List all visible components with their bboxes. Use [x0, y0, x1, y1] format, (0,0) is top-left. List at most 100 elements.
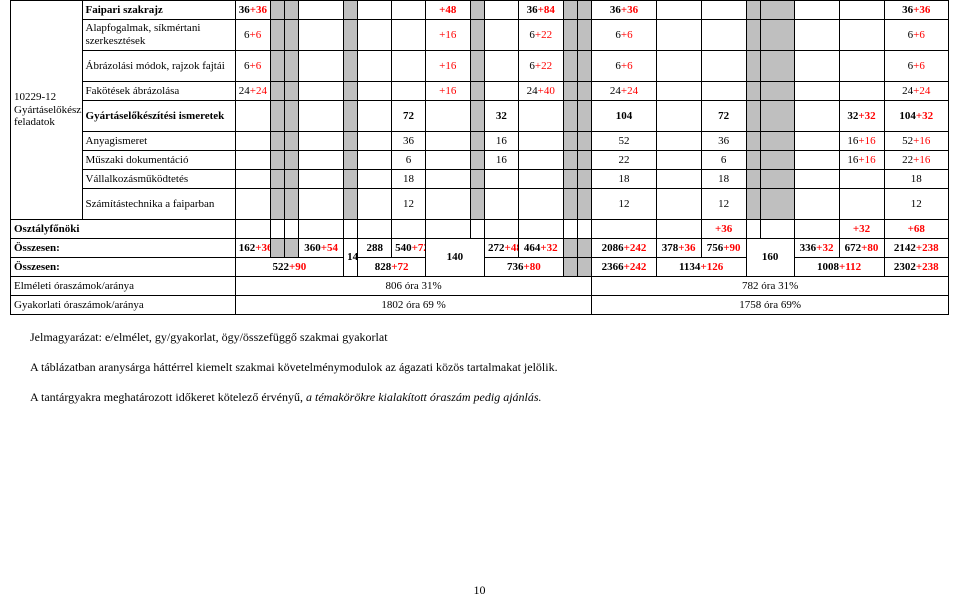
data-cell: 6+6 — [592, 51, 656, 82]
data-cell: 12 — [392, 189, 426, 220]
data-cell: 272+48 — [485, 239, 519, 258]
elmeleti-row: Elméleti óraszámok/aránya806 óra 31%782 … — [11, 277, 949, 296]
data-cell: 22 — [592, 151, 656, 170]
data-cell: 736+80 — [485, 258, 564, 277]
row-name: Anyagismeret — [82, 132, 235, 151]
merged-140-a: 140 — [344, 239, 358, 277]
data-cell: 6+6 — [592, 20, 656, 51]
data-cell: 1134+126 — [656, 258, 746, 277]
data-cell: 32+32 — [839, 101, 884, 132]
row-name: Alapfogalmak, síkmértani szerkesztések — [82, 20, 235, 51]
gyakorlati-label: Gyakorlati óraszámok/aránya — [11, 296, 236, 315]
data-cell: 104 — [592, 101, 656, 132]
data-cell: +16 — [425, 51, 470, 82]
elmeleti-left: 806 óra 31% — [235, 277, 592, 296]
data-cell: 18 — [884, 170, 949, 189]
data-cell: 52+16 — [884, 132, 949, 151]
elmeleti-label: Elméleti óraszámok/aránya — [11, 277, 236, 296]
data-cell: 12 — [592, 189, 656, 220]
data-cell: 336+32 — [794, 239, 839, 258]
table-row: Számítástechnika a faiparban12121212 — [11, 189, 949, 220]
page-number: 10 — [0, 583, 959, 598]
row-name: Műszaki dokumentáció — [82, 151, 235, 170]
data-cell: 104+32 — [884, 101, 949, 132]
module-group-cell: 10229-12Gyártáselőkészítésifeladatok — [11, 1, 83, 220]
data-cell: 12 — [701, 189, 746, 220]
data-cell: 288 — [358, 239, 392, 258]
data-cell: 378+36 — [656, 239, 701, 258]
data-cell: 522+90 — [235, 258, 343, 277]
table-row: Anyagismeret 36 16 52 36 16+1652+16 — [11, 132, 949, 151]
elmeleti-right: 782 óra 31% — [592, 277, 949, 296]
data-cell: 18 — [592, 170, 656, 189]
data-cell: 12 — [884, 189, 949, 220]
data-cell: 2142+238 — [884, 239, 949, 258]
mandatory-note-paragraph: A tantárgyakra meghatározott időkeret kö… — [30, 389, 949, 405]
data-cell: 6+6 — [235, 20, 270, 51]
row-name: Fakötések ábrázolása — [82, 82, 235, 101]
row-name: Faipari szakrajz — [82, 1, 235, 20]
page: 10229-12GyártáselőkészítésifeladatokFaip… — [0, 0, 959, 604]
data-cell: 18 — [392, 170, 426, 189]
row-name: Ábrázolási módok, rajzok fajtái — [82, 51, 235, 82]
data-cell: 24+24 — [235, 82, 270, 101]
osztalyfonoki-row: Osztályfőnöki +36 +32+68 — [11, 220, 949, 239]
data-cell: 360+54 — [299, 239, 344, 258]
data-cell: 24+40 — [518, 82, 563, 101]
table-row: Műszaki dokumentáció61622616+1622+16 — [11, 151, 949, 170]
data-cell: 6 — [701, 151, 746, 170]
data-cell: 36+36 — [235, 1, 270, 20]
data-cell: 828+72 — [358, 258, 425, 277]
data-cell: 2086+242 — [592, 239, 656, 258]
main-table: 10229-12GyártáselőkészítésifeladatokFaip… — [10, 0, 949, 315]
mandatory-note-italic: a témakörökre kialakított óraszám pedig … — [306, 390, 542, 404]
merged-160: 160 — [746, 239, 794, 277]
merged-140-b: 140 — [425, 239, 484, 277]
data-cell: 52 — [592, 132, 656, 151]
data-cell: 24+24 — [884, 82, 949, 101]
data-cell: 540+72 — [392, 239, 426, 258]
mandatory-note-plain: A tantárgyakra meghatározott időkeret kö… — [30, 390, 306, 404]
data-cell: 72 — [701, 101, 746, 132]
legend-paragraph: Jelmagyarázat: e/elmélet, gy/gyakorlat, … — [30, 329, 949, 345]
osszesen-label: Összesen: — [11, 239, 236, 258]
data-cell: +36 — [701, 220, 746, 239]
data-cell: 72 — [392, 101, 426, 132]
data-cell: 16 — [485, 132, 519, 151]
osszesen-row: Összesen:162+36360+54140288540+72140272+… — [11, 239, 949, 258]
data-cell: 36 — [701, 132, 746, 151]
data-cell: 16+16 — [839, 132, 884, 151]
row-name: Gyártáselőkészítési ismeretek — [82, 101, 235, 132]
data-cell: 6+6 — [884, 20, 949, 51]
data-cell: 464+32 — [518, 239, 563, 258]
data-cell: 1008+112 — [794, 258, 884, 277]
data-cell: 36+84 — [518, 1, 563, 20]
row-name: Vállalkozásműködtetés — [82, 170, 235, 189]
data-cell: 36 — [392, 132, 426, 151]
data-cell: 162+36 — [235, 239, 270, 258]
data-cell: 32 — [485, 101, 519, 132]
data-cell: 6 — [392, 151, 426, 170]
data-cell: 16 — [485, 151, 519, 170]
data-cell: 6+22 — [518, 51, 563, 82]
table-row: Alapfogalmak, síkmértani szerkesztések6+… — [11, 20, 949, 51]
data-cell: +68 — [884, 220, 949, 239]
table-row: Ábrázolási módok, rajzok fajtái 6+6 +16 6+2… — [11, 51, 949, 82]
table-row: 10229-12GyártáselőkészítésifeladatokFaip… — [11, 1, 949, 20]
data-cell: 6+22 — [518, 20, 563, 51]
data-cell: +16 — [425, 20, 470, 51]
data-cell: 36+36 — [592, 1, 656, 20]
gyakorlati-row: Gyakorlati óraszámok/aránya1802 óra 69 %… — [11, 296, 949, 315]
gyakorlati-right: 1758 óra 69% — [592, 296, 949, 315]
data-cell: 18 — [701, 170, 746, 189]
data-cell: 672+80 — [839, 239, 884, 258]
osztalyfonoki-label: Osztályfőnöki — [11, 220, 236, 239]
data-cell: +32 — [839, 220, 884, 239]
data-cell: 24+24 — [592, 82, 656, 101]
data-cell: 2366+242 — [592, 258, 656, 277]
table-row: Vállalkozásműködtetés 18 18 18 18 — [11, 170, 949, 189]
gyakorlati-left: 1802 óra 69 % — [235, 296, 592, 315]
data-cell: 6+6 — [884, 51, 949, 82]
data-cell: +48 — [425, 1, 470, 20]
table-row: Gyártáselőkészítési ismeretek 72 32 104 72 32… — [11, 101, 949, 132]
